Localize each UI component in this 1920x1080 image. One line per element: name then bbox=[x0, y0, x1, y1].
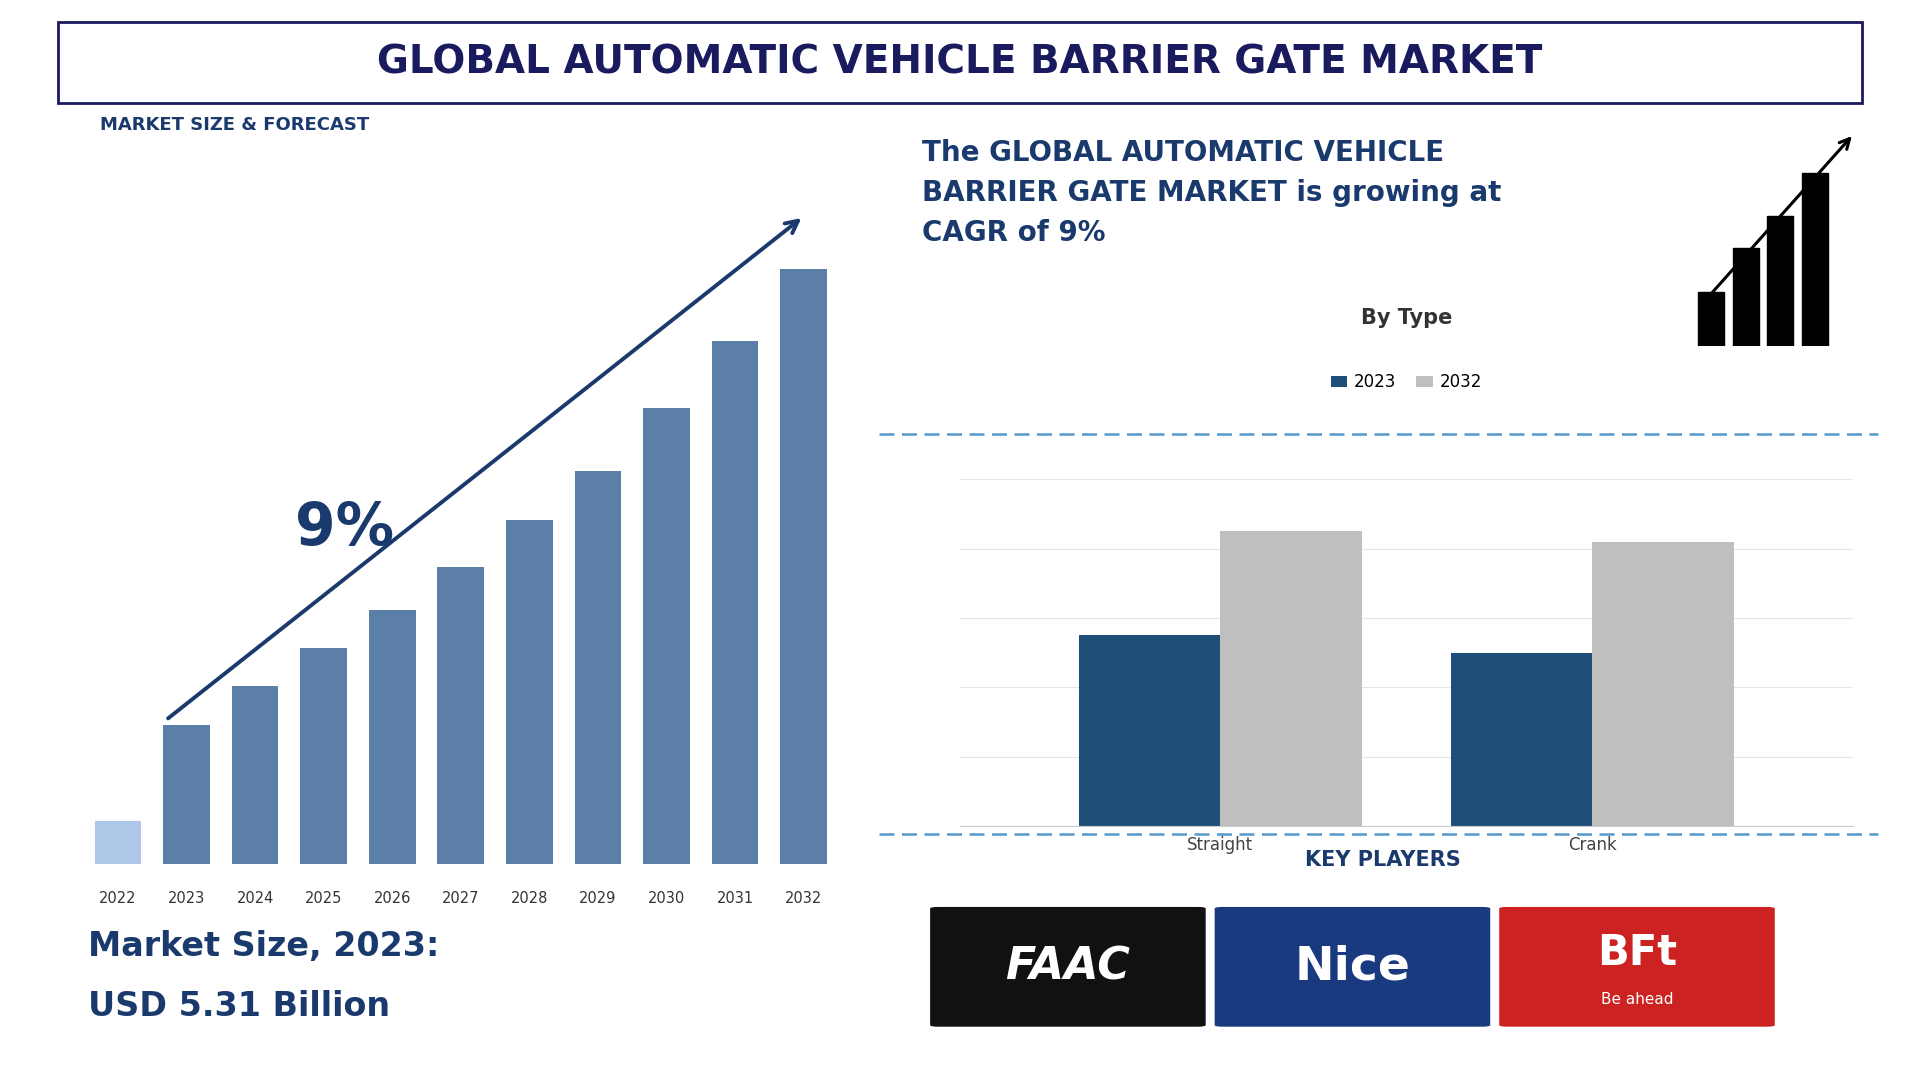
Bar bbox=[507, 521, 553, 864]
FancyBboxPatch shape bbox=[1500, 907, 1774, 1027]
Text: GLOBAL AUTOMATIC VEHICLE BARRIER GATE MARKET: GLOBAL AUTOMATIC VEHICLE BARRIER GATE MA… bbox=[378, 43, 1542, 81]
Bar bbox=[1221, 531, 1361, 826]
Text: Be ahead: Be ahead bbox=[1601, 991, 1672, 1007]
Text: 2029: 2029 bbox=[580, 891, 616, 906]
Bar bbox=[1697, 292, 1724, 346]
Text: 2023: 2023 bbox=[167, 891, 205, 906]
FancyBboxPatch shape bbox=[929, 907, 1206, 1027]
FancyBboxPatch shape bbox=[58, 22, 1862, 103]
Bar bbox=[1732, 248, 1759, 346]
Text: 2031: 2031 bbox=[716, 891, 755, 906]
Text: KEY PLAYERS: KEY PLAYERS bbox=[1304, 850, 1461, 870]
Text: By Type: By Type bbox=[1361, 308, 1452, 328]
Bar bbox=[712, 341, 758, 864]
Text: The GLOBAL AUTOMATIC VEHICLE
BARRIER GATE MARKET is growing at
CAGR of 9%: The GLOBAL AUTOMATIC VEHICLE BARRIER GAT… bbox=[922, 139, 1501, 247]
Bar bbox=[1452, 652, 1592, 826]
Text: 2026: 2026 bbox=[374, 891, 411, 906]
Bar bbox=[1079, 635, 1221, 826]
Text: 2028: 2028 bbox=[511, 891, 547, 906]
Text: FAAC: FAAC bbox=[1006, 945, 1131, 988]
Legend: 2023, 2032: 2023, 2032 bbox=[1325, 367, 1488, 399]
FancyBboxPatch shape bbox=[1215, 907, 1490, 1027]
Bar bbox=[1801, 173, 1828, 346]
Bar bbox=[369, 610, 415, 864]
Bar bbox=[780, 269, 828, 864]
Text: 2022: 2022 bbox=[100, 891, 136, 906]
Text: 2025: 2025 bbox=[305, 891, 342, 906]
Bar bbox=[163, 725, 209, 864]
Text: BFt: BFt bbox=[1597, 932, 1676, 974]
Bar bbox=[1766, 216, 1793, 346]
Bar bbox=[232, 687, 278, 864]
Bar bbox=[300, 648, 348, 864]
Text: 2032: 2032 bbox=[785, 891, 822, 906]
Text: Market Size, 2023:: Market Size, 2023: bbox=[88, 930, 440, 962]
Text: 2024: 2024 bbox=[236, 891, 275, 906]
Bar bbox=[1592, 542, 1734, 826]
Text: Nice: Nice bbox=[1294, 944, 1411, 989]
Text: 2027: 2027 bbox=[442, 891, 480, 906]
Bar bbox=[94, 821, 142, 864]
Text: 2030: 2030 bbox=[647, 891, 685, 906]
Bar bbox=[574, 471, 622, 864]
Bar bbox=[438, 567, 484, 864]
Text: USD 5.31 Billion: USD 5.31 Billion bbox=[88, 990, 390, 1023]
Text: 9%: 9% bbox=[294, 500, 394, 556]
Bar bbox=[643, 408, 689, 864]
Text: MARKET SIZE & FORECAST: MARKET SIZE & FORECAST bbox=[100, 116, 369, 134]
